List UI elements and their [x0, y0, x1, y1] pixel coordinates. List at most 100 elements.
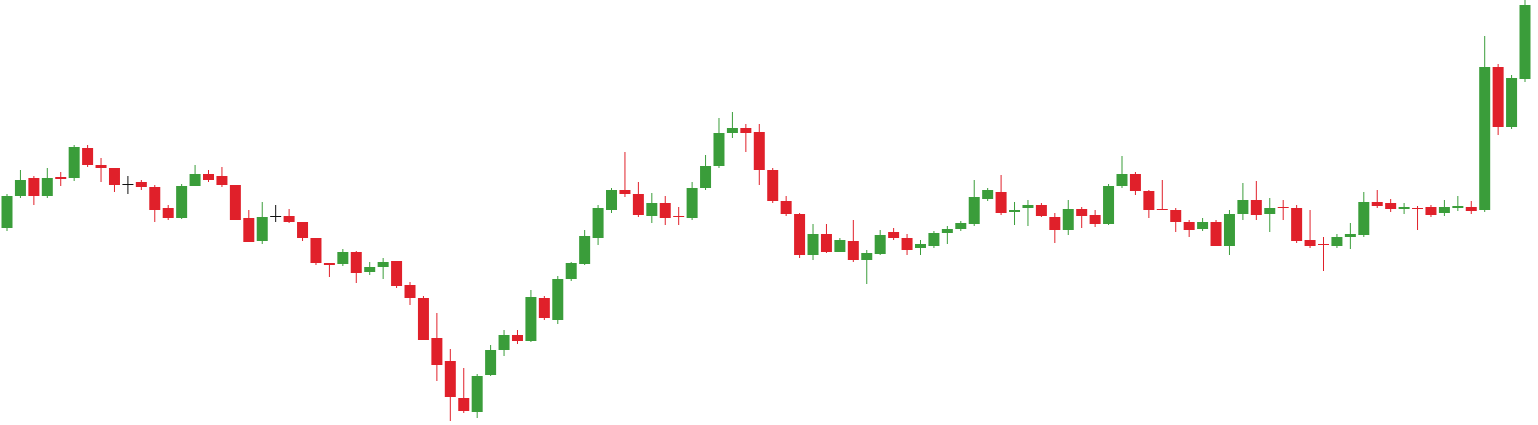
candle-body — [740, 128, 752, 133]
candle-body — [1412, 208, 1424, 209]
candle-body — [55, 177, 67, 179]
candle-body — [807, 234, 819, 255]
candle-body — [243, 218, 255, 242]
candle-body — [1371, 202, 1383, 206]
candle-body — [1425, 207, 1437, 215]
candle-body — [176, 186, 188, 218]
candle-body — [646, 203, 658, 216]
candle-body — [1398, 207, 1410, 209]
candle-body — [592, 208, 604, 238]
candle-body — [498, 335, 510, 350]
candle-body — [955, 223, 967, 229]
candle-body — [1089, 215, 1101, 224]
candle-body — [310, 238, 322, 263]
candle-body — [1022, 205, 1034, 208]
candle-body — [1291, 208, 1303, 241]
candle-body — [1250, 200, 1262, 215]
candle-body — [95, 165, 107, 168]
candle-body — [1331, 237, 1343, 246]
candle-body — [659, 203, 671, 218]
candle-body — [525, 297, 537, 341]
candle-body — [1129, 174, 1141, 191]
candle-body — [1317, 244, 1329, 245]
candle-body — [1452, 206, 1464, 208]
candle-body — [1062, 209, 1074, 230]
candle-body — [364, 267, 376, 272]
candle-body — [350, 252, 362, 273]
candle-body — [968, 197, 980, 224]
candle-body — [68, 147, 80, 178]
candle-body — [767, 170, 779, 201]
candle-body — [1223, 214, 1235, 246]
candle-body — [391, 261, 403, 286]
candle-body — [229, 185, 241, 220]
candle-body — [377, 262, 389, 267]
candle-body — [565, 263, 577, 279]
candle-body — [511, 335, 523, 341]
candle-body — [579, 236, 591, 264]
candle-body — [861, 253, 873, 260]
candle-body — [1385, 203, 1397, 209]
candle-body — [1237, 200, 1249, 214]
candle-body — [632, 194, 644, 215]
candle-body — [458, 398, 470, 411]
candle-body — [216, 176, 228, 185]
candle-body — [552, 279, 564, 320]
candle-body — [149, 187, 161, 210]
candle-body — [1492, 67, 1504, 127]
candle-body — [982, 190, 994, 199]
candle-body — [834, 240, 846, 252]
candle-body — [941, 229, 953, 233]
candle-body — [28, 178, 40, 196]
candle-body — [297, 222, 309, 238]
candle-body — [1197, 222, 1209, 229]
candle-body — [203, 174, 215, 180]
candle-body — [417, 298, 429, 340]
candle-body — [928, 233, 940, 246]
candle-body — [606, 190, 618, 210]
candle-body — [901, 238, 913, 250]
candle-body — [1076, 209, 1088, 216]
candle-body — [431, 338, 443, 365]
candle-body — [1304, 240, 1316, 246]
candle-body — [995, 192, 1007, 213]
candle-body — [888, 232, 900, 238]
candle-body — [444, 361, 456, 397]
candle-body — [820, 234, 832, 252]
candle-body — [1277, 207, 1289, 208]
candle-body — [619, 190, 631, 194]
candle-body — [1116, 174, 1128, 186]
candle-body — [1344, 234, 1356, 237]
candle-body — [1009, 210, 1021, 212]
candle-body — [256, 217, 268, 241]
candle-body — [1506, 78, 1518, 127]
candle-body — [780, 201, 792, 214]
candle-body — [270, 216, 282, 217]
candle-body — [162, 208, 174, 218]
candle-body — [726, 128, 738, 133]
candle-body — [538, 298, 550, 318]
candle-body — [122, 184, 134, 185]
candle-body — [1170, 210, 1182, 222]
candle-body — [700, 166, 712, 188]
candle-body — [14, 180, 26, 196]
candle-body — [794, 214, 806, 255]
candle-body — [189, 174, 201, 186]
candle-body — [1183, 222, 1195, 230]
candle-body — [108, 168, 120, 185]
candle-body — [874, 235, 886, 254]
candle-body — [713, 133, 725, 166]
candle-body — [1210, 222, 1222, 246]
candle-body — [283, 216, 295, 222]
candle-body — [1103, 186, 1115, 224]
candle-body — [686, 188, 698, 218]
candle-body — [1049, 217, 1061, 230]
candle-body — [1264, 208, 1276, 214]
candle-body — [404, 285, 416, 298]
candle-body — [485, 350, 497, 375]
candle-body — [1143, 191, 1155, 210]
candle-body — [337, 252, 349, 264]
candle-body — [41, 178, 53, 196]
